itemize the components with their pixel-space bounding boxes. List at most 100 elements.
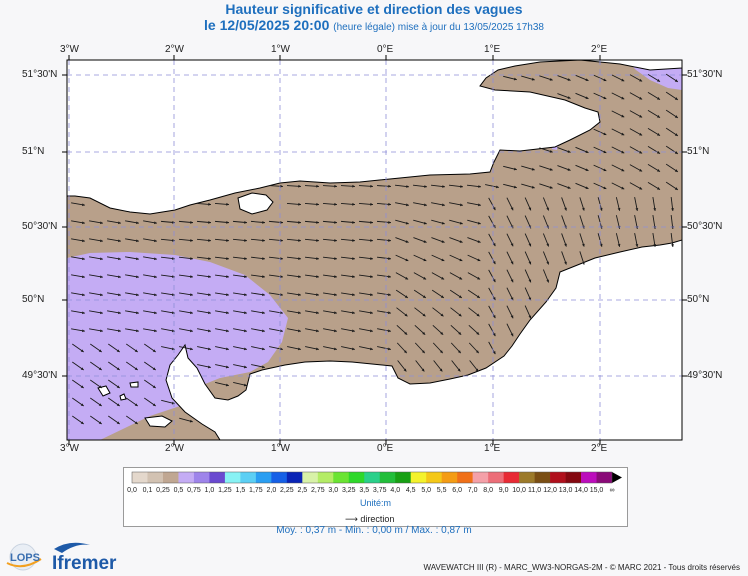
wave-vector xyxy=(542,197,550,211)
wave-vector xyxy=(89,328,103,333)
wave-vector xyxy=(214,220,230,224)
wave-vector xyxy=(542,269,550,283)
wave-vector xyxy=(431,237,445,243)
latitude-label: 51°N xyxy=(22,146,45,157)
wave-vector xyxy=(71,310,85,315)
wave-vector xyxy=(126,397,138,407)
wave-vector xyxy=(431,254,445,262)
wave-vector xyxy=(521,75,535,81)
latitude-label: 50°N xyxy=(687,294,710,305)
wave-vector xyxy=(251,364,265,369)
wave-vector xyxy=(413,272,427,280)
wave-vector xyxy=(359,274,373,279)
longitude-label: 1°E xyxy=(484,44,501,55)
wave-vector xyxy=(90,379,102,389)
wave-vector xyxy=(250,238,266,242)
wave-vector xyxy=(376,202,392,206)
wave-vector xyxy=(467,202,481,207)
wave-vector xyxy=(395,202,409,207)
wave-vector xyxy=(340,256,356,260)
wave-vector xyxy=(396,307,408,317)
wave-vector xyxy=(503,165,517,171)
legend-swatch xyxy=(193,472,210,483)
wave-vector xyxy=(179,328,193,333)
wave-vector xyxy=(286,238,302,242)
wave-vector xyxy=(250,256,266,260)
wave-vector xyxy=(323,274,337,279)
wave-vector xyxy=(71,292,85,297)
wave-vector xyxy=(215,274,229,279)
wave-vector xyxy=(358,238,374,242)
legend-label: 3,25 xyxy=(341,487,356,494)
wave-vector xyxy=(305,274,319,279)
wave-vector xyxy=(359,328,373,333)
wave-vector xyxy=(287,328,301,333)
longitude-label: 0°E xyxy=(377,443,394,454)
land-isle-of-wight xyxy=(237,192,274,215)
wave-vector xyxy=(579,197,585,211)
wave-vector xyxy=(125,310,139,315)
wave-vector xyxy=(575,146,589,154)
wave-vector xyxy=(196,238,212,242)
wave-vector xyxy=(506,323,514,337)
wave-vector xyxy=(485,184,499,189)
wave-vector xyxy=(144,343,156,353)
wave-vector xyxy=(341,310,355,315)
wave-vector xyxy=(430,184,446,188)
wave-vector xyxy=(126,415,138,425)
wave-vector xyxy=(359,346,373,351)
wave-vector xyxy=(611,146,625,154)
wave-vector xyxy=(647,74,661,82)
wave-vector xyxy=(251,274,265,279)
wave-vector xyxy=(557,165,571,171)
legend-label: 2,75 xyxy=(310,487,325,494)
wave-vector xyxy=(394,184,410,188)
wave-vector xyxy=(89,220,103,225)
wave-vector xyxy=(233,274,247,279)
wave-vector xyxy=(268,256,284,260)
land-guernsey xyxy=(97,385,111,397)
wave-vector xyxy=(108,415,120,425)
wave-vector xyxy=(665,109,679,119)
wave-vector xyxy=(71,238,85,243)
wave-vector xyxy=(305,310,319,315)
wave-vector xyxy=(340,238,356,242)
wave-vector xyxy=(305,346,319,351)
wave-vector xyxy=(358,184,374,188)
wave-vector xyxy=(269,292,283,297)
legend-swatch xyxy=(550,472,566,483)
wave-vector xyxy=(431,202,445,207)
wave-vector xyxy=(107,274,121,279)
wave-vector xyxy=(629,128,643,136)
legend-label: 10,0 xyxy=(512,487,526,494)
wave-vector xyxy=(341,328,355,333)
legend-label: 3,75 xyxy=(372,487,387,494)
wave-vector xyxy=(251,346,265,351)
wave-vector xyxy=(322,238,338,242)
legend-label: 9,0 xyxy=(498,487,509,494)
legend-swatch xyxy=(441,472,458,483)
wave-vector xyxy=(305,292,319,297)
wave-vector xyxy=(539,75,553,81)
wave-vector xyxy=(377,346,391,351)
wave-vector xyxy=(414,324,426,336)
wave-vector xyxy=(413,254,427,262)
wave-vector xyxy=(432,342,444,354)
wave-vector xyxy=(179,292,193,297)
wave-vector xyxy=(232,256,248,260)
wave-vector xyxy=(107,310,121,315)
wave-vector xyxy=(413,289,427,299)
legend-label: 6,0 xyxy=(452,487,463,494)
wave-vector xyxy=(397,360,407,372)
legend-label: 7,0 xyxy=(467,487,478,494)
wave-vector xyxy=(652,197,657,211)
wave-vector xyxy=(90,361,102,371)
wave-vector xyxy=(196,256,212,260)
wave-vector xyxy=(395,272,409,280)
longitude-label: 1°E xyxy=(484,443,501,454)
wave-vector xyxy=(506,287,514,301)
wave-vector xyxy=(214,238,230,242)
wave-vector xyxy=(215,292,229,297)
wave-vector xyxy=(126,361,138,371)
